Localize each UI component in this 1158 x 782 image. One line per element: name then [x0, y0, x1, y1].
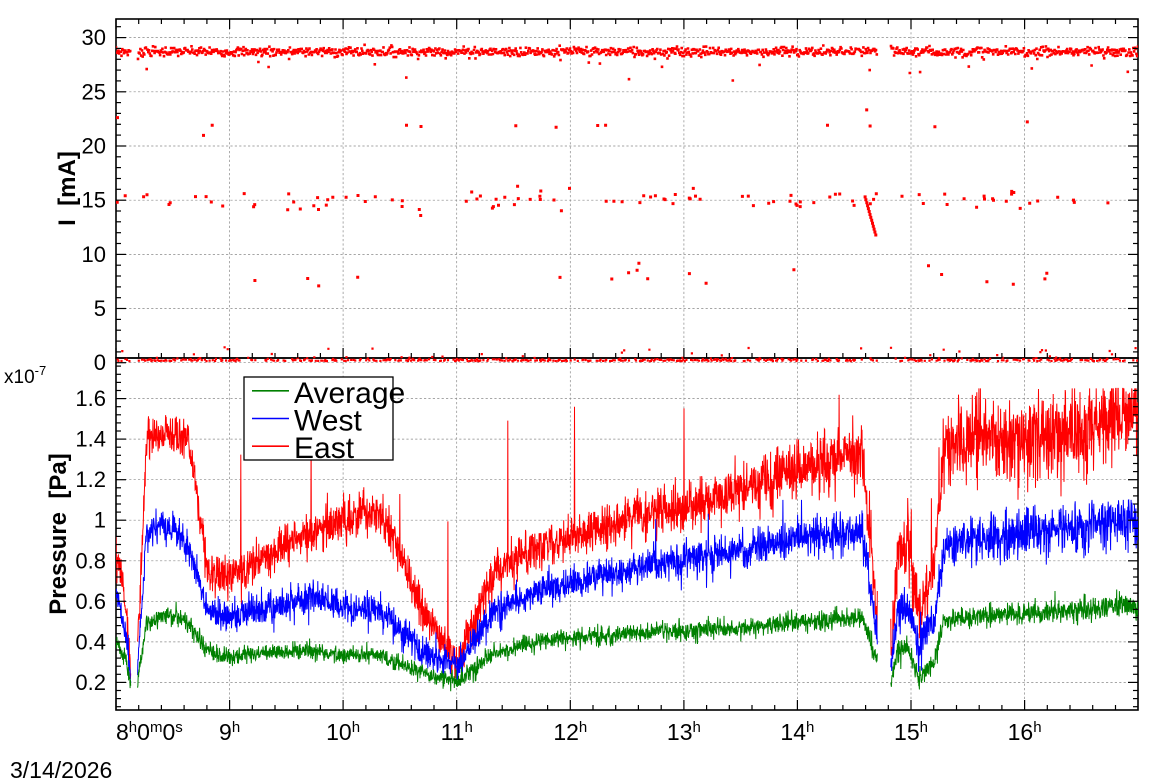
svg-text:25: 25 — [82, 79, 106, 104]
svg-text:East: East — [294, 432, 355, 465]
svg-text:8h0m0s: 8h0m0s — [116, 719, 183, 745]
svg-text:5: 5 — [94, 296, 106, 321]
svg-text:15: 15 — [82, 188, 106, 213]
svg-text:3/14/2026: 3/14/2026 — [10, 757, 112, 782]
svg-text:I [mA]: I [mA] — [54, 151, 81, 226]
svg-text:0.8: 0.8 — [75, 548, 106, 573]
svg-text:1.4: 1.4 — [75, 427, 106, 452]
svg-text:0.6: 0.6 — [75, 589, 106, 614]
svg-text:Pressure [Pa]: Pressure [Pa] — [45, 453, 72, 614]
svg-text:20: 20 — [82, 134, 106, 159]
svg-text:0: 0 — [94, 350, 106, 375]
svg-text:30: 30 — [82, 25, 106, 50]
svg-text:1.2: 1.2 — [75, 467, 106, 492]
svg-text:0.4: 0.4 — [75, 629, 106, 654]
svg-text:1: 1 — [94, 508, 106, 533]
svg-text:0.2: 0.2 — [75, 670, 106, 695]
svg-text:10: 10 — [82, 242, 106, 267]
svg-text:1.6: 1.6 — [75, 386, 106, 411]
